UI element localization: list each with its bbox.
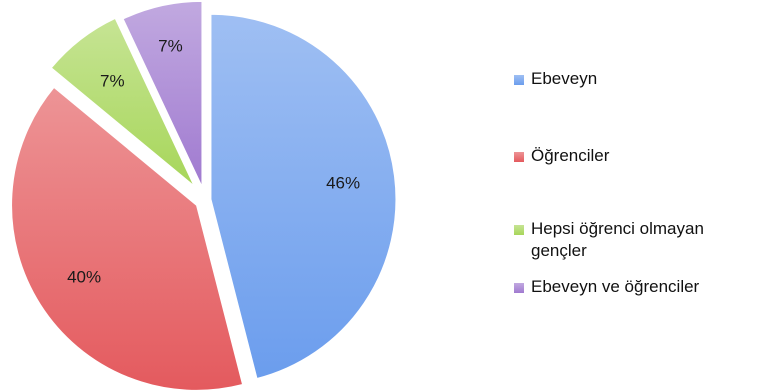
legend: Ebeveyn Öğrenciler Hepsi öğrenci olmayan… [514,68,764,296]
data-label-gencler: 7% [100,72,125,91]
legend-item-ebeveyn-ve-ogrenciler: Ebeveyn ve öğrenciler [514,276,764,298]
legend-swatch-ebeveyn [514,75,524,85]
pie-slice-ebeveyn-ve-ogrenciler [122,0,203,187]
legend-label-ebeveyn-ve-ogrenciler: Ebeveyn ve öğrenciler [531,277,700,296]
legend-item-ogrenciler: Öğrenciler [514,145,764,167]
legend-label-gencler: Hepsi öğrenci olmayan gençler [531,219,704,260]
pie-slice-ogrenciler [11,86,244,391]
legend-swatch-ogrenciler [514,152,524,162]
legend-item-gencler: Hepsi öğrenci olmayan gençler [514,218,764,262]
legend-item-ebeveyn: Ebeveyn [514,68,764,90]
data-label-ebeveyn-ve-ogrenciler: 7% [158,37,183,56]
data-label-ogrenciler: 40% [67,268,101,287]
legend-swatch-gencler [514,225,524,235]
pie-chart: 46% 40% 7% 7% [11,0,397,391]
legend-label-ebeveyn: Ebeveyn [531,69,598,88]
legend-label-ogrenciler: Öğrenciler [531,146,610,165]
data-label-ebeveyn: 46% [326,174,360,193]
legend-swatch-ebeveyn-ve-ogrenciler [514,283,524,293]
pie-slice-ebeveyn [210,13,397,380]
pie-slice-gencler [50,17,195,187]
